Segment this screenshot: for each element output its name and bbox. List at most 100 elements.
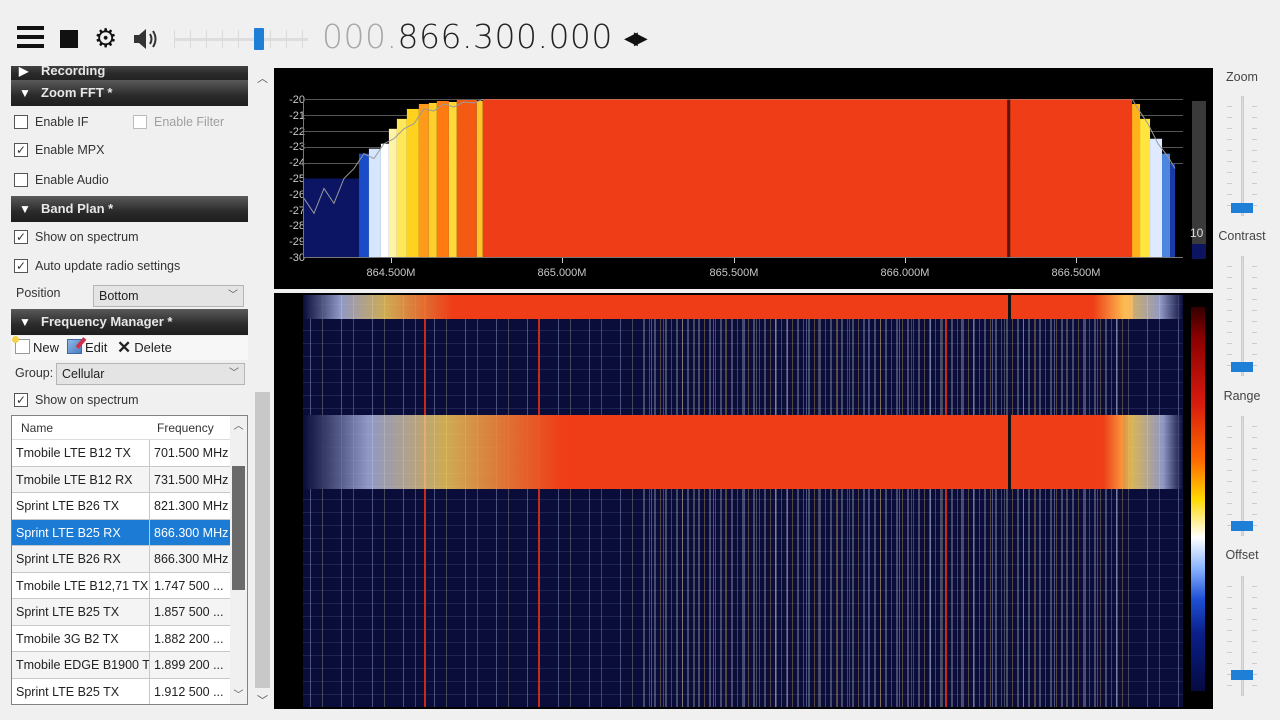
table-row[interactable]: Sprint LTE B26 TX 821.300 MHz [12, 493, 230, 520]
checkmark-icon: ✓ [14, 259, 28, 273]
table-row[interactable]: Sprint LTE B25 TX 1.912 500 ... [12, 678, 230, 704]
spectrum-plot-area [303, 99, 1183, 258]
contrast-slider-thumb[interactable] [1231, 362, 1253, 372]
expanded-arrow-icon: ▼ [19, 315, 31, 329]
gear-icon[interactable]: ⚙ [94, 23, 118, 53]
y-axis-label: -29 [289, 236, 305, 248]
delete-button[interactable]: ✕ Delete [117, 339, 172, 357]
enable-filter-label: Enable Filter [154, 115, 225, 129]
left-panel-scrollbar-thumb[interactable] [255, 392, 270, 688]
new-label: New [33, 340, 60, 355]
enable-audio-checkbox[interactable]: Enable Audio [14, 173, 109, 189]
x-tick [1076, 258, 1077, 263]
signal-band-fade [303, 415, 563, 489]
offset-slider-track[interactable] [1241, 576, 1244, 696]
volume-slider[interactable] [174, 28, 308, 50]
table-row[interactable]: Tmobile 3G B2 TX 1.882 200 ... [12, 625, 230, 652]
x-tick [562, 258, 563, 263]
speaker-icon[interactable] [132, 26, 160, 52]
checkmark-icon: ✓ [14, 230, 28, 244]
zoom-fft-header-label: Zoom FFT * [41, 85, 113, 100]
table-row[interactable]: Tmobile LTE B12 TX 701.500 MHz [12, 440, 230, 467]
waterfall-dense-signals [643, 295, 1123, 707]
offset-slider-thumb[interactable] [1231, 670, 1253, 680]
table-row[interactable]: Tmobile EDGE B1900 TX 1.899 200 ... [12, 652, 230, 679]
edit-icon [67, 339, 82, 354]
x-tick [391, 258, 392, 263]
x-axis-label: 865.500M [709, 267, 759, 279]
waterfall-display[interactable] [274, 293, 1213, 709]
chevron-up-icon[interactable]: ︿ [233, 421, 244, 432]
stop-icon[interactable] [60, 30, 78, 48]
x-axis-label: 866.500M [1051, 267, 1101, 279]
table-row[interactable]: Tmobile LTE B12 RX 731.500 MHz [12, 466, 230, 493]
group-dropdown[interactable]: Cellular ﹀ [56, 363, 245, 385]
marker-line [538, 295, 540, 707]
grid-scrollbar[interactable]: ︿ ﹀ [230, 416, 247, 704]
enable-if-checkbox[interactable]: Enable IF [14, 115, 89, 131]
table-row[interactable]: Sprint LTE B25 TX 1.857 500 ... [12, 599, 230, 626]
left-panel-scrollbar[interactable]: ︿ ﹀ [254, 66, 271, 712]
cell-frequency: 1.912 500 ... [154, 684, 224, 699]
frequency-value: 866.300.000 [397, 17, 613, 56]
contrast-slider-label: Contrast [1218, 229, 1266, 243]
position-dropdown[interactable]: Bottom ﹀ [93, 285, 244, 307]
chevron-up-icon[interactable]: ︿ [257, 73, 268, 85]
chevron-down-icon[interactable]: ﹀ [233, 690, 244, 701]
zoom-fft-section-header[interactable]: ▼ Zoom FFT * [11, 80, 248, 106]
cell-frequency: 866.300 MHz [154, 525, 229, 540]
cell-name: Sprint LTE B25 TX [12, 599, 150, 625]
x-tick [905, 258, 906, 263]
checkbox-box [14, 173, 28, 187]
cell-frequency: 1.899 200 ... [154, 658, 224, 672]
band-plan-show-on-spectrum-checkbox[interactable]: ✓ Show on spectrum [14, 230, 139, 246]
new-button[interactable]: New [12, 336, 60, 357]
new-document-icon [12, 336, 30, 354]
recording-section-header[interactable]: ▶ Recording [11, 66, 248, 84]
frequency-manager-toolbar: New Edit ✕ Delete [11, 336, 248, 360]
chevron-down-icon[interactable]: ﹀ [257, 695, 268, 707]
spectrum-analyzer[interactable]: -20 -21 -22 -23 -24 -25 -26 -27 -28 -29 … [274, 68, 1213, 289]
y-axis-label: -21 [289, 110, 305, 122]
frequency-display[interactable]: 000.866.300.000 [322, 17, 613, 56]
position-value: Bottom [99, 289, 139, 303]
cell-frequency: 821.300 MHz [154, 499, 229, 513]
freq-manager-show-on-spectrum-checkbox[interactable]: ✓ Show on spectrum [14, 393, 139, 409]
left-right-arrows-icon[interactable]: ◀▶ [624, 28, 648, 48]
zoom-slider-track[interactable] [1241, 96, 1244, 216]
signal-band-fade [303, 295, 453, 319]
frequency-manager-header-label: Frequency Manager * [41, 314, 173, 329]
table-row-selected[interactable]: Sprint LTE B25 RX 866.300 MHz [12, 519, 230, 546]
enable-filter-checkbox[interactable]: Enable Filter [133, 115, 224, 131]
cell-frequency: 1.747 500 ... [154, 578, 224, 593]
grid-header: Name Frequency [12, 416, 230, 440]
offset-slider-label: Offset [1225, 548, 1259, 562]
contrast-slider-track[interactable] [1241, 256, 1244, 376]
frequency-manager-section-header[interactable]: ▼ Frequency Manager * [11, 309, 248, 335]
recording-header-label: Recording [41, 66, 106, 78]
column-header-name[interactable]: Name [21, 421, 54, 435]
spectrum-bars [304, 99, 1176, 257]
enable-if-label: Enable IF [35, 115, 89, 129]
y-axis-label: -30 [289, 252, 305, 264]
range-slider-track[interactable] [1241, 416, 1244, 536]
checkmark-icon: ✓ [14, 143, 28, 157]
zoom-slider-thumb[interactable] [1231, 203, 1253, 213]
cell-frequency: 701.500 MHz [154, 446, 229, 460]
enable-mpx-checkbox[interactable]: ✓ Enable MPX [14, 143, 104, 159]
auto-update-radio-settings-checkbox[interactable]: ✓ Auto update radio settings [14, 259, 180, 275]
zoom-level-value: 10 [1190, 226, 1204, 240]
table-row[interactable]: Sprint LTE B26 RX 866.300 MHz [12, 546, 230, 573]
grid-scrollbar-thumb[interactable] [232, 466, 245, 590]
x-axis-label: 864.500M [366, 267, 416, 279]
hamburger-menu-icon[interactable] [17, 26, 44, 50]
volume-slider-thumb[interactable] [254, 28, 264, 50]
enable-mpx-label: Enable MPX [35, 143, 105, 157]
table-row[interactable]: Tmobile LTE B12,71 TX 1.747 500 ... [12, 572, 230, 599]
column-header-frequency[interactable]: Frequency [157, 421, 214, 435]
y-axis-label: -20 [289, 94, 305, 106]
band-plan-section-header[interactable]: ▼ Band Plan * [11, 196, 248, 222]
cell-name: Tmobile 3G B2 TX [12, 625, 150, 652]
edit-button[interactable]: Edit [67, 339, 107, 357]
range-slider-thumb[interactable] [1231, 521, 1253, 531]
